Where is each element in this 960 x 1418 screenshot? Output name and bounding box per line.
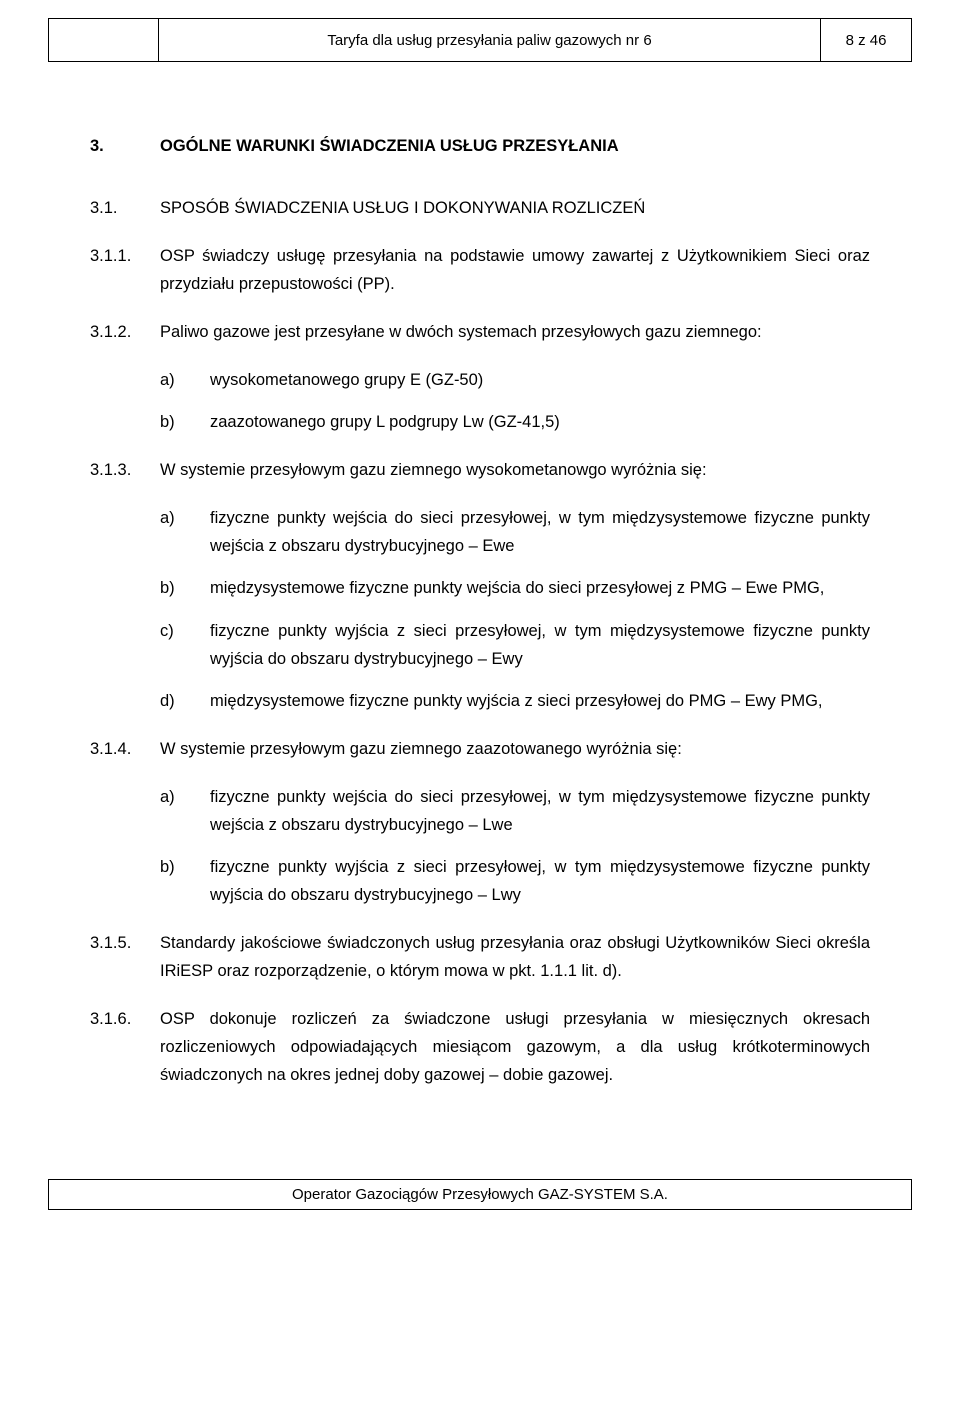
list-marker: d): [160, 687, 210, 715]
clause-3-1-1: 3.1.1. OSP świadczy usługę przesyłania n…: [90, 242, 870, 298]
list-marker: b): [160, 574, 210, 602]
list-item: b) zaazotowanego grupy L podgrupy Lw (GZ…: [160, 408, 870, 436]
footer-text: Operator Gazociągów Przesyłowych GAZ-SYS…: [292, 1186, 668, 1203]
list-marker: c): [160, 617, 210, 673]
list-marker: b): [160, 408, 210, 436]
subsection-3-1-heading: 3.1. SPOSÓB ŚWIADCZENIA USŁUG I DOKONYWA…: [90, 194, 870, 222]
header-page-number: 8 z 46: [821, 19, 911, 61]
list-text: fizyczne punkty wyjścia z sieci przesyło…: [210, 853, 870, 909]
document-body: 3. OGÓLNE WARUNKI ŚWIADCZENIA USŁUG PRZE…: [0, 62, 960, 1139]
subsection-3-1-number: 3.1.: [90, 194, 160, 222]
clause-number: 3.1.2.: [90, 318, 160, 346]
list-item: b) międzysystemowe fizyczne punkty wejśc…: [160, 574, 870, 602]
clause-3-1-5: 3.1.5. Standardy jakościowe świadczonych…: [90, 929, 870, 985]
clause-number: 3.1.6.: [90, 1005, 160, 1089]
list-3-1-3: a) fizyczne punkty wejścia do sieci prze…: [160, 504, 870, 714]
page-footer: Operator Gazociągów Przesyłowych GAZ-SYS…: [48, 1179, 912, 1210]
header-logo-cell: [49, 19, 159, 61]
list-3-1-4: a) fizyczne punkty wejścia do sieci prze…: [160, 783, 870, 909]
clause-number: 3.1.3.: [90, 456, 160, 484]
list-marker: b): [160, 853, 210, 909]
clause-number: 3.1.4.: [90, 735, 160, 763]
list-text: międzysystemowe fizyczne punkty wyjścia …: [210, 687, 870, 715]
clause-number: 3.1.1.: [90, 242, 160, 298]
list-text: wysokometanowego grupy E (GZ-50): [210, 366, 870, 394]
list-item: d) międzysystemowe fizyczne punkty wyjśc…: [160, 687, 870, 715]
clause-3-1-3: 3.1.3. W systemie przesyłowym gazu ziemn…: [90, 456, 870, 484]
list-text: fizyczne punkty wyjścia z sieci przesyło…: [210, 617, 870, 673]
header-title: Taryfa dla usług przesyłania paliw gazow…: [159, 19, 821, 61]
clause-3-1-6: 3.1.6. OSP dokonuje rozliczeń za świadcz…: [90, 1005, 870, 1089]
list-text: zaazotowanego grupy L podgrupy Lw (GZ-41…: [210, 408, 870, 436]
list-item: c) fizyczne punkty wyjścia z sieci przes…: [160, 617, 870, 673]
section-3-title: OGÓLNE WARUNKI ŚWIADCZENIA USŁUG PRZESYŁ…: [160, 132, 619, 160]
clause-text: OSP świadczy usługę przesyłania na podst…: [160, 242, 870, 298]
section-3-number: 3.: [90, 132, 160, 160]
list-3-1-2: a) wysokometanowego grupy E (GZ-50) b) z…: [160, 366, 870, 436]
clause-text: W systemie przesyłowym gazu ziemnego wys…: [160, 456, 870, 484]
clause-number: 3.1.5.: [90, 929, 160, 985]
list-marker: a): [160, 783, 210, 839]
list-text: międzysystemowe fizyczne punkty wejścia …: [210, 574, 870, 602]
page-header: Taryfa dla usług przesyłania paliw gazow…: [48, 18, 912, 62]
list-marker: a): [160, 366, 210, 394]
list-marker: a): [160, 504, 210, 560]
clause-3-1-4: 3.1.4. W systemie przesyłowym gazu ziemn…: [90, 735, 870, 763]
section-3-heading: 3. OGÓLNE WARUNKI ŚWIADCZENIA USŁUG PRZE…: [90, 132, 870, 160]
clause-3-1-2: 3.1.2. Paliwo gazowe jest przesyłane w d…: [90, 318, 870, 346]
subsection-3-1-title: SPOSÓB ŚWIADCZENIA USŁUG I DOKONYWANIA R…: [160, 194, 645, 222]
list-text: fizyczne punkty wejścia do sieci przesył…: [210, 504, 870, 560]
clause-text: Paliwo gazowe jest przesyłane w dwóch sy…: [160, 318, 870, 346]
list-item: b) fizyczne punkty wyjścia z sieci przes…: [160, 853, 870, 909]
clause-text: Standardy jakościowe świadczonych usług …: [160, 929, 870, 985]
clause-text: OSP dokonuje rozliczeń za świadczone usł…: [160, 1005, 870, 1089]
list-item: a) fizyczne punkty wejścia do sieci prze…: [160, 783, 870, 839]
list-item: a) fizyczne punkty wejścia do sieci prze…: [160, 504, 870, 560]
list-text: fizyczne punkty wejścia do sieci przesył…: [210, 783, 870, 839]
list-item: a) wysokometanowego grupy E (GZ-50): [160, 366, 870, 394]
clause-text: W systemie przesyłowym gazu ziemnego zaa…: [160, 735, 870, 763]
